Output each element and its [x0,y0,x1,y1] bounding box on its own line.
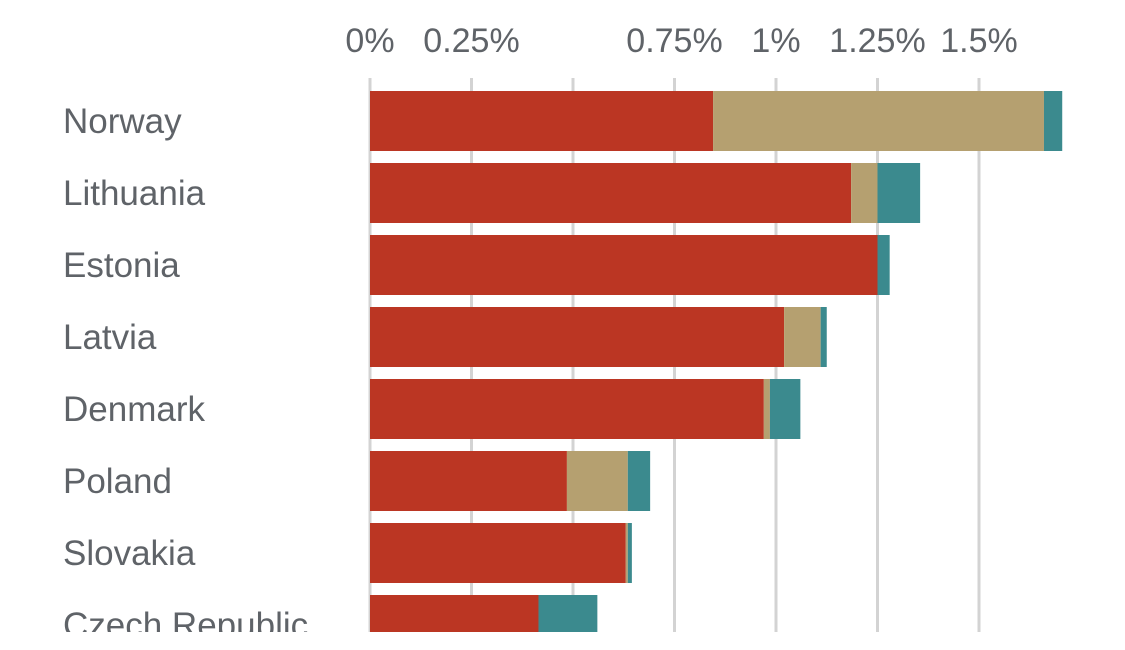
bar-segment [877,235,890,295]
category-label: Poland [63,462,172,501]
x-tick-label: 1.5% [940,22,1018,60]
x-axis-ticks: 0% 0.25% 0.75% 1% 1.25% 1.5% [345,22,1017,60]
bar-segment [370,235,878,295]
bar-segment [877,163,921,223]
bar-segment [370,523,626,583]
category-label: Czech Republic [63,606,308,645]
x-tick-label: 1% [751,22,800,60]
bars [370,91,1063,632]
bar-segment [769,379,801,439]
bar-segment [566,451,628,511]
x-tick-label: 0.75% [626,22,722,60]
bar-segment [538,595,598,632]
x-tick-label: 1.25% [829,22,925,60]
category-label: Lithuania [63,174,206,213]
bar-segment [851,163,878,223]
bar-segment [627,451,651,511]
category-label: Slovakia [63,534,196,573]
x-tick-label: 0% [345,22,394,60]
bar-segment [370,379,764,439]
bar-segment [370,307,785,367]
category-labels: Norway Lithuania Estonia Latvia Denmark Polan… [63,102,308,645]
x-tick-label: 0.25% [423,22,519,60]
category-label: Norway [63,102,182,141]
bar-segment [763,379,770,439]
bar-segment [713,91,1044,151]
bar-segment [370,451,567,511]
category-label: Denmark [63,390,205,429]
bar-segment [1043,91,1063,151]
bar-segment [627,523,632,583]
bar-segment [625,523,628,583]
category-label: Estonia [63,246,180,285]
bar-segment [370,595,539,632]
bar-segment [370,163,852,223]
bar-segment [370,91,714,151]
bar-segment [820,307,827,367]
category-label: Latvia [63,318,157,357]
bar-segment [784,307,821,367]
